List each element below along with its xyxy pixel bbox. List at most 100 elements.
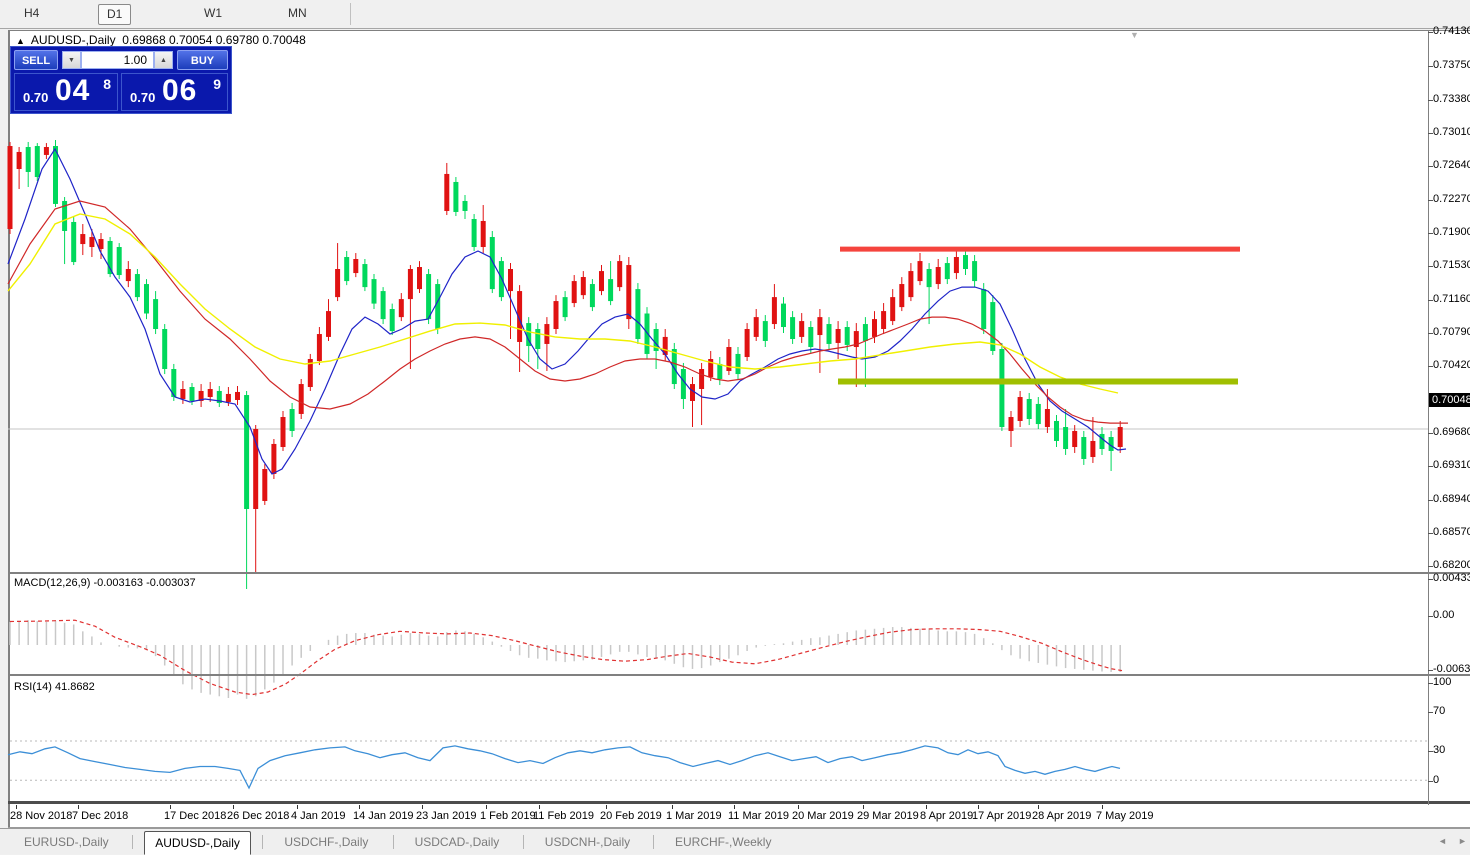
candle-body [34,146,40,178]
candle-body [453,181,459,212]
candle-body [244,395,250,509]
chart-canvas[interactable] [0,29,1470,828]
candle-body [1072,430,1078,448]
rsi-axis-label: 70 [1433,705,1446,717]
timeframe-toolbar: H4 D1 W1 MN [0,0,1470,29]
chart-symbol-title: AUDUSD-,Daily [30,33,116,47]
symbol-tab-eurchfweekly[interactable]: EURCHF-,Weekly [675,835,772,849]
main-macd-separator[interactable] [8,572,1470,574]
price-axis-label: 0.72270 [1433,192,1470,205]
candle-body [489,237,495,290]
symbol-tab-eurusddaily[interactable]: EURUSD-,Daily [24,835,109,849]
candle-body [526,323,532,347]
candle-body [790,317,796,340]
volume-decrease-button[interactable]: ▼ [62,51,81,69]
symbol-tab-usdchfdaily[interactable]: USDCHF-,Daily [284,835,369,849]
rsi-date-separator[interactable] [8,801,1470,804]
timeframe-tab-mn[interactable]: MN [288,6,307,20]
candle-body [417,267,422,290]
candle-body [872,319,877,337]
date-axis-label: 28 Nov 2018 [10,810,73,822]
candle-body [972,261,978,282]
price-axis-label: 0.71160 [1433,292,1470,305]
axis-tick [1428,578,1433,580]
candle-body [326,311,331,337]
candle-body [371,279,377,304]
symbol-tab-usdcnhdaily[interactable]: USDCNH-,Daily [544,835,631,849]
date-axis-tick [863,805,864,809]
candle-body [107,240,113,275]
candle-body [1081,437,1087,459]
candle-body [1026,399,1032,419]
symbol-tab-audusddaily[interactable]: AUDUSD-,Daily [144,831,251,855]
macd-rsi-separator[interactable] [8,674,1470,676]
price-axis-label: 0.68940 [1433,492,1470,505]
sell-price-display[interactable]: 0.70 04 8 [14,73,118,111]
macd-indicator-label: MACD(12,26,9) -0.003163 -0.003037 [14,577,196,589]
candle-body [344,257,350,282]
ma-yellow-line [7,213,1119,394]
volume-increase-button[interactable]: ▲ [154,51,173,69]
candle-body [162,329,168,370]
candle-body [307,359,313,388]
date-axis-label: 11 Feb 2019 [533,810,594,822]
volume-input[interactable]: 1.00 [81,51,154,69]
candle-body [617,261,623,288]
candle-body [1099,433,1105,449]
date-axis-tick [359,805,360,809]
buy-button[interactable]: BUY [177,50,228,70]
date-axis-label: 20 Mar 2019 [792,810,854,822]
candle-body [389,309,395,332]
tab-scroll-left-icon[interactable]: ◄ [1438,836,1447,846]
candle-body [62,200,68,231]
date-axis-tick [486,805,487,809]
sell-price-pip-digit: 8 [103,76,111,92]
collapse-triangle-icon[interactable]: ▲ [16,36,25,46]
candle-body [944,263,950,280]
date-axis-tick [978,805,979,809]
candle-body [963,255,968,270]
candle-body [544,324,550,344]
date-axis-tick [422,805,423,809]
candle-body [844,327,850,345]
macd-signal-line [9,619,1123,696]
candle-body [608,279,614,302]
macd-axis-label: 0.004331 [1433,571,1470,584]
timeframe-tab-h4[interactable]: H4 [24,6,40,20]
candle-body [744,329,750,358]
axis-tick [1428,166,1433,168]
candle-body [280,417,286,448]
sell-button[interactable]: SELL [14,50,58,70]
candle-body [171,369,177,398]
axis-tick [1428,499,1433,501]
candle-body [699,369,705,390]
timeframe-tab-w1[interactable]: W1 [204,6,222,20]
axis-tick [1428,616,1433,617]
candle-body [690,384,695,401]
symbol-tab-usdcaddaily[interactable]: USDCAD-,Daily [414,835,500,849]
axis-tick [1428,99,1433,101]
candle-body [7,146,13,230]
candle-body [53,146,58,204]
candle-body [580,277,586,296]
candle-body [71,221,77,263]
date-axis-label: 20 Feb 2019 [600,810,662,822]
chart-shift-marker-icon[interactable]: ▼ [1130,30,1139,40]
candle-body [16,151,22,170]
date-axis-tick [798,805,799,809]
tab-scroll-right-icon[interactable]: ► [1458,836,1467,846]
price-axis-border [1428,30,1429,805]
timeframe-tab-d1[interactable]: D1 [98,4,132,25]
candle-body [990,302,996,351]
date-axis-tick [1038,805,1039,809]
axis-tick [1428,780,1433,782]
candle-body [908,271,914,298]
buy-price-display[interactable]: 0.70 06 9 [121,73,228,111]
sell-price-prefix: 0.70 [23,90,49,105]
candle-body [462,200,468,211]
symbol-tab-separator [132,835,134,849]
date-axis-label: 28 Apr 2019 [1032,810,1092,822]
date-axis-label: 7 Dec 2018 [72,810,129,822]
macd-axis-label: -0.006373 [1433,663,1470,676]
candle-body [735,353,741,375]
